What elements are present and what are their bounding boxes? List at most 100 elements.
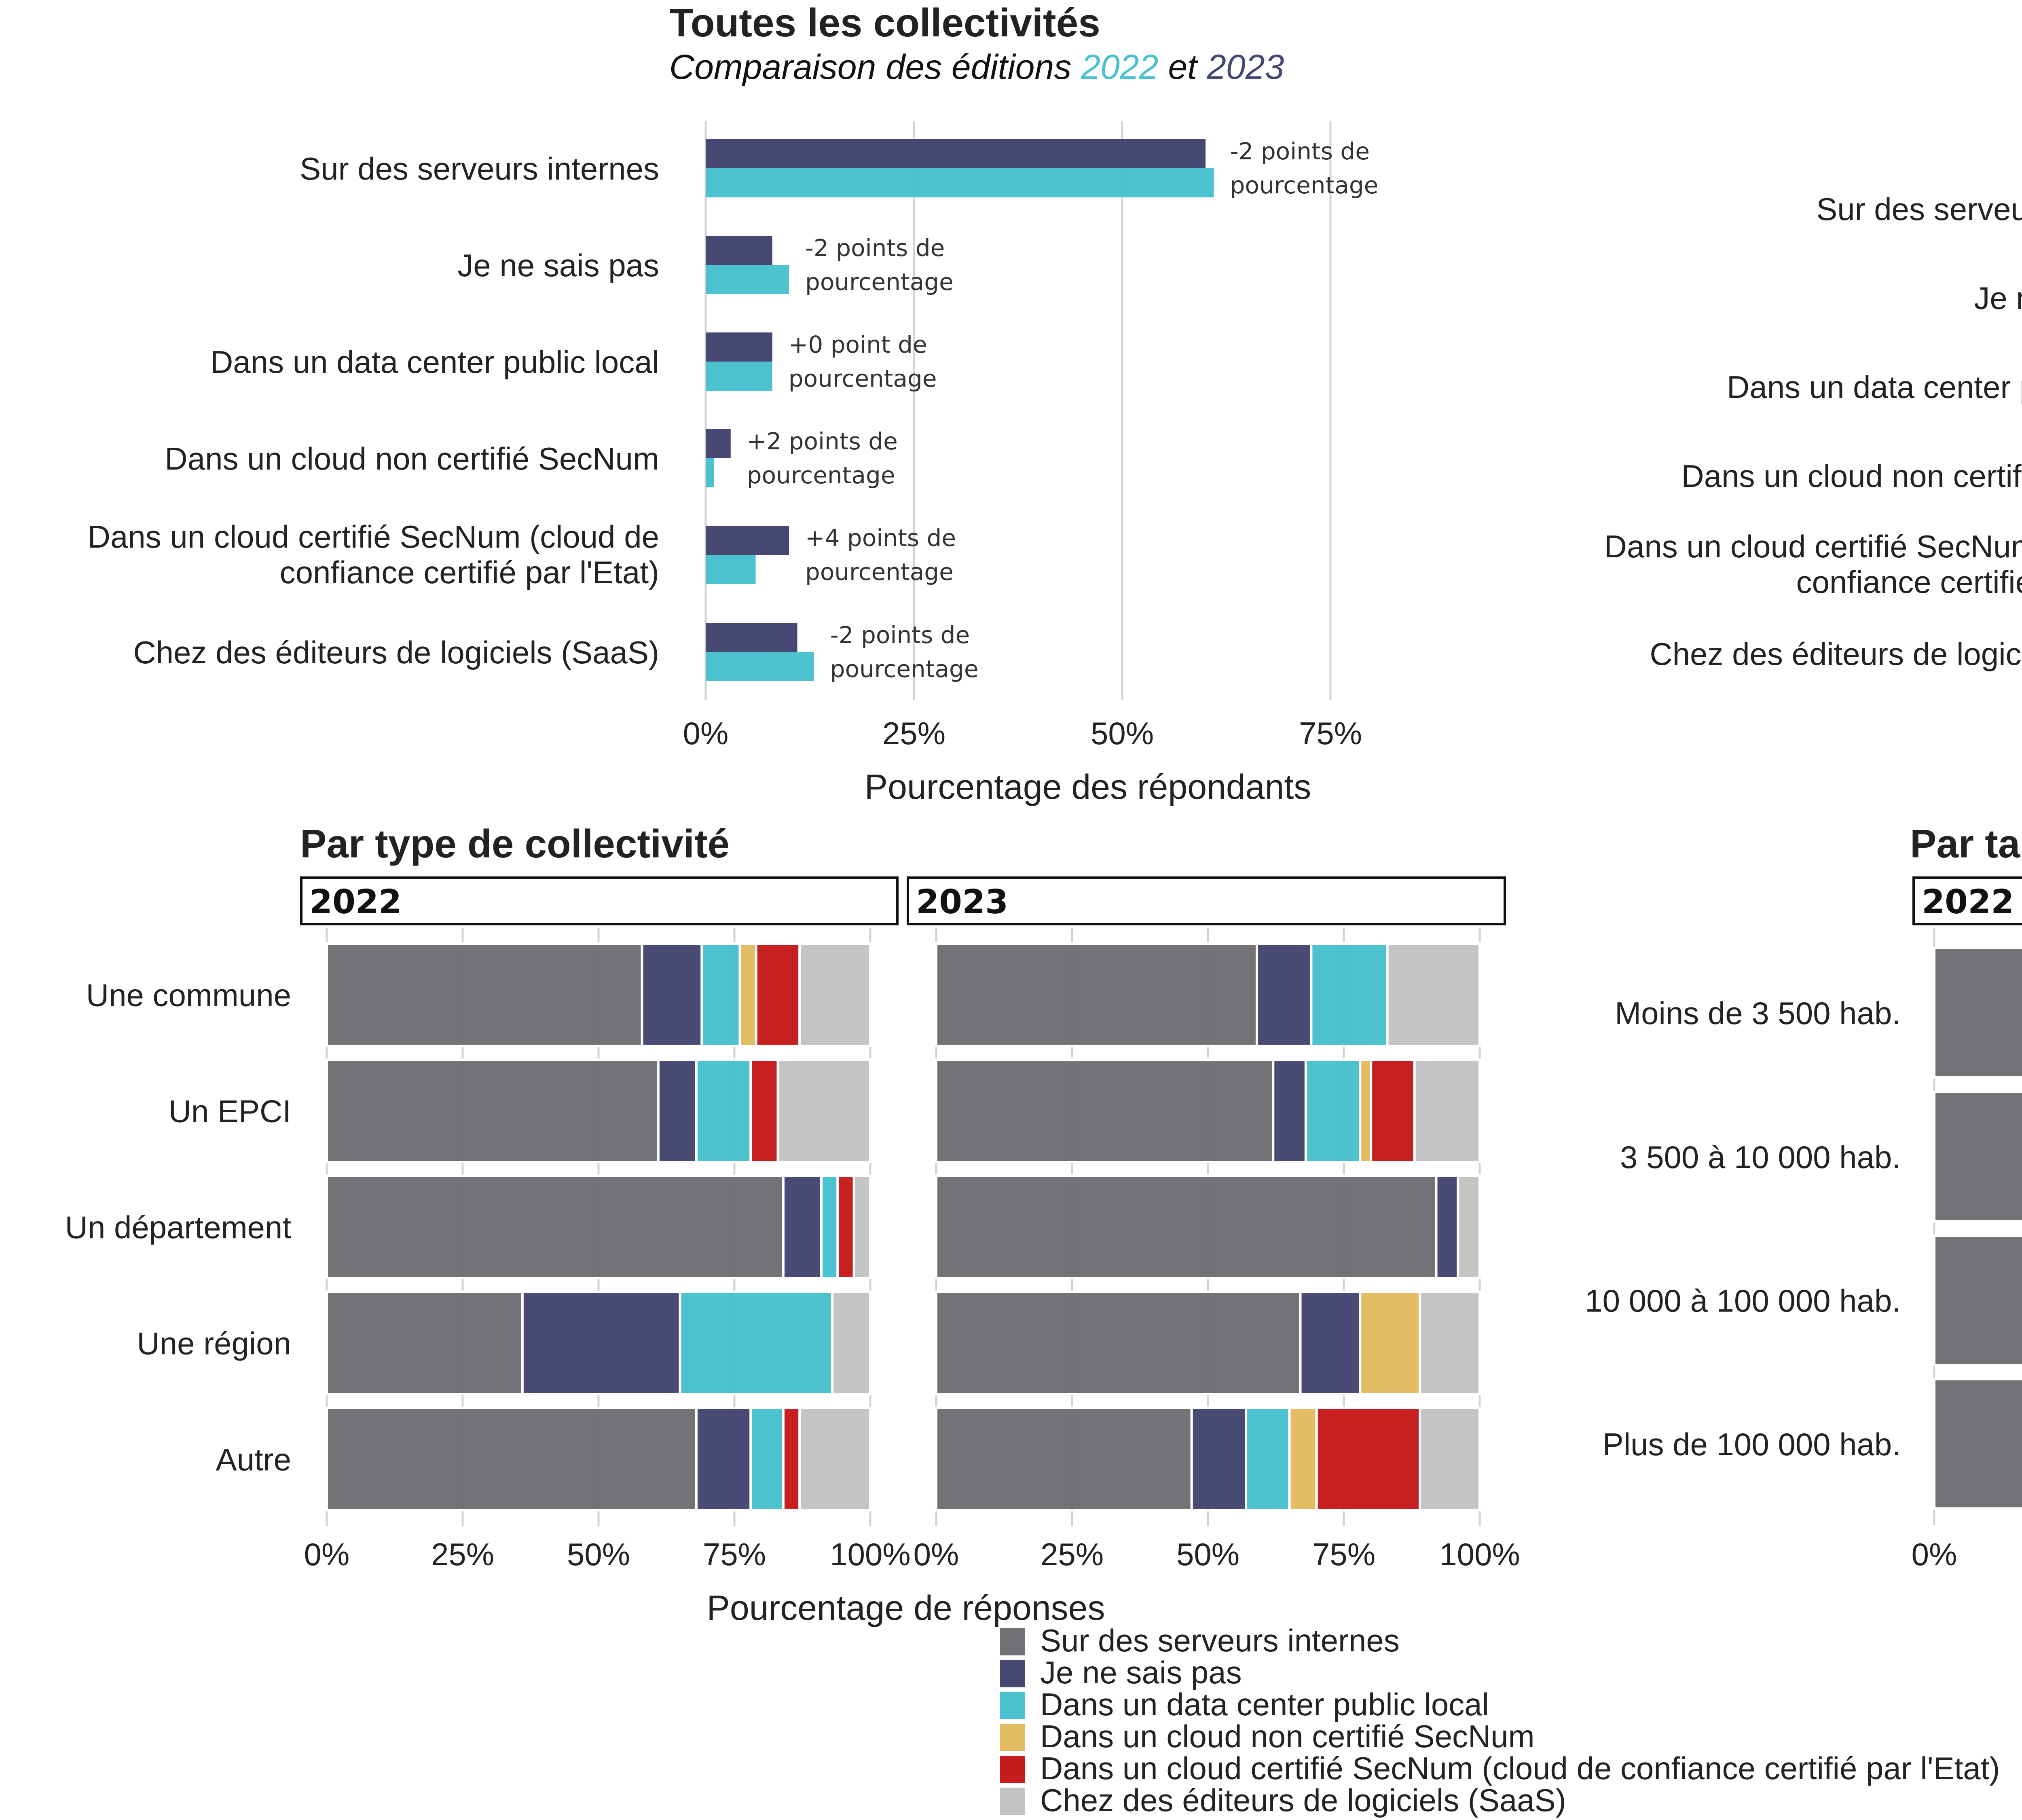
stacked-segment <box>1435 1175 1459 1279</box>
stacked-segment <box>1933 947 2022 1079</box>
x-axis-title: Pourcentage des répondants <box>865 768 1311 806</box>
stacked-segment <box>749 1407 785 1511</box>
category-label: Dans un data center public local <box>210 344 659 380</box>
stacked-segment <box>749 1058 779 1163</box>
category-label: Un EPCI <box>169 1094 291 1129</box>
stacked-segment <box>836 1175 855 1279</box>
stacked-segment <box>1304 1058 1362 1163</box>
x-tick-label: 75% <box>1312 1536 1375 1572</box>
category-label: Dans un cloud certifié SecNum (cloud de <box>88 519 659 554</box>
legend-swatch <box>1000 1660 1025 1687</box>
stacked-chart-type: Par type de collectivité 2022 0% 25% 50% 75% 1… <box>65 821 1520 1627</box>
stacked-segment <box>641 942 703 1047</box>
x-tick-label: 50% <box>1176 1536 1239 1572</box>
stacked-segment <box>1245 1407 1291 1511</box>
stacked-segment <box>1419 1291 1481 1395</box>
facet-strip-label: 2023 <box>916 883 1008 921</box>
stacked-segment <box>776 1058 872 1163</box>
stacked-segment <box>679 1291 833 1395</box>
change-annotation: -2 points de <box>1230 138 1370 165</box>
facet-strip-label: 2022 <box>1922 883 2014 921</box>
stacked-segment <box>1359 1291 1421 1395</box>
stacked-segment <box>1933 1091 2022 1223</box>
stacked-segment <box>798 942 872 1047</box>
change-annotation: -2 points de <box>830 621 970 649</box>
category-label: confiance certifié par l'Etat) <box>280 554 659 590</box>
stacked-segment <box>935 1291 1302 1395</box>
category-label: Dans un cloud non certifié SecNum <box>1681 458 2022 494</box>
x-tick-label: 100% <box>1439 1536 1520 1572</box>
stacked-segment <box>852 1175 871 1279</box>
stacked-segment <box>831 1291 871 1395</box>
stacked-segment <box>700 942 741 1047</box>
stacked-segment <box>326 1291 524 1395</box>
stacked-segment <box>521 1291 681 1395</box>
stacked-segment <box>738 942 757 1047</box>
category-label: Sur des serveurs internes <box>300 151 659 186</box>
facet-strip-label: 2022 <box>309 883 402 921</box>
facet-strip <box>907 876 1506 925</box>
x-tick-label: 100% <box>830 1536 911 1572</box>
bar-2022 <box>706 362 772 391</box>
stacked-segment <box>1359 1058 1373 1163</box>
x-tick-label: 50% <box>1091 715 1154 751</box>
stacked-segment <box>1288 1407 1318 1511</box>
x-axis-title: Pourcentage de réponses <box>707 1589 1105 1627</box>
legend-swatch <box>1000 1788 1025 1815</box>
category-label: Plus de 100 000 hab. <box>1603 1426 1901 1462</box>
stacked-segment <box>782 1407 801 1511</box>
legend-label: Chez des éditeurs de logiciels (SaaS) <box>1040 1782 1566 1818</box>
category-label: Moins de 3 500 hab. <box>1615 995 1901 1031</box>
chart-title: Toutes les collectivités <box>669 0 1100 45</box>
category-label: Dans un data center public local <box>1727 369 2022 405</box>
category-label: Autre <box>216 1442 291 1477</box>
change-annotation: pourcentage <box>747 461 895 489</box>
bar-2023 <box>706 236 772 265</box>
change-annotation: pourcentage <box>1230 171 1379 199</box>
bar-2023 <box>706 139 1206 168</box>
category-label: Un département <box>65 1210 292 1245</box>
stacked-segment <box>1419 1407 1481 1511</box>
stacked-segment <box>798 1407 872 1511</box>
stacked-segment <box>1272 1058 1307 1163</box>
legend-swatch <box>1000 1628 1025 1655</box>
category-label: Dans un cloud non certifié SecNum <box>165 441 659 476</box>
stacked-segment <box>1386 942 1481 1047</box>
bar-2023 <box>706 429 731 458</box>
stacked-segment <box>326 1407 698 1511</box>
stacked-segment <box>1413 1058 1481 1163</box>
stacked-segment <box>755 942 801 1047</box>
legend-label: Sur des serveurs internes <box>1040 1623 1400 1658</box>
subtitle-year-2023: 2023 <box>1206 48 1284 87</box>
x-tick-label: 0% <box>914 1536 959 1572</box>
legend-label: Je ne sais pas <box>1040 1655 1242 1690</box>
stacked-segment <box>695 1058 752 1163</box>
stacked-segment <box>1457 1175 1481 1279</box>
x-tick-label: 50% <box>567 1536 630 1572</box>
x-tick-label: 75% <box>703 1536 766 1572</box>
stacked-segment <box>935 1407 1193 1511</box>
change-annotation: +2 points de <box>747 427 898 455</box>
stacked-segment <box>1255 942 1313 1047</box>
legend-swatch <box>1000 1724 1025 1751</box>
category-label: Une région <box>137 1326 291 1361</box>
bar-2023 <box>706 623 797 652</box>
stacked-segment <box>1933 1378 2022 1510</box>
stacked-segment <box>657 1058 698 1163</box>
change-annotation: pourcentage <box>789 365 937 392</box>
stacked-segment <box>1370 1058 1416 1163</box>
category-label: confiance certifié par l'Etat) <box>1796 564 2022 600</box>
facet-panel-2022: 2022 0% 25% 50% 75% 100% <box>300 876 911 1572</box>
bar-2022 <box>706 265 789 294</box>
x-tick-label: 0% <box>683 715 729 751</box>
category-label: 10 000 à 100 000 hab. <box>1585 1283 1901 1318</box>
x-tick-label: 75% <box>1299 715 1362 751</box>
category-label: Je ne sais pas <box>457 248 659 283</box>
stacked-segment <box>820 1175 839 1279</box>
stacked-segment <box>935 942 1258 1047</box>
bar-2023 <box>706 526 789 555</box>
